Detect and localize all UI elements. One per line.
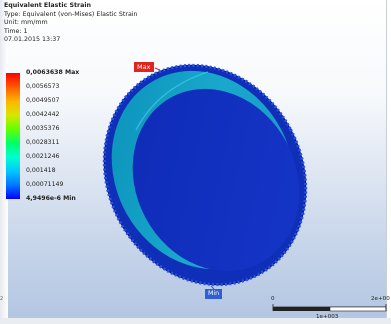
left-panel-edge: [0, 0, 8, 324]
legend-color-7: [6, 171, 20, 185]
legend-label: 0,0035376: [26, 125, 60, 132]
bottom-status-strip: [0, 318, 391, 324]
legend-label: 4,9496e-6 Min: [26, 195, 76, 202]
legend-color-8: [6, 185, 20, 199]
disc-face: [132, 88, 300, 272]
legend-color-2: [6, 101, 20, 115]
scale-end-label: 2e+00: [371, 296, 390, 302]
legend-color-4: [6, 129, 20, 143]
max-probe-leader: [154, 67, 161, 71]
result-type: Type: Equivalent (von-Mises) Elastic Str…: [4, 10, 138, 18]
result-unit: Unit: mm/mm: [4, 19, 48, 27]
legend-label: 0,00071149: [26, 181, 64, 188]
legend-label: 0,0063638 Max: [26, 69, 80, 76]
scale-start-label: 0: [271, 296, 275, 302]
legend-color-6: [6, 157, 20, 171]
max-probe-label[interactable]: Max: [134, 62, 155, 72]
min-probe-label[interactable]: Min: [205, 289, 223, 299]
model-geometry[interactable]: [8, 0, 386, 318]
result-date: 07.01.2015 13:37: [4, 36, 61, 44]
legend-color-3: [6, 115, 20, 129]
min-probe-leader: [210, 285, 215, 290]
legend-label: 0,0056573: [26, 83, 60, 90]
graphics-viewport[interactable]: [8, 0, 387, 318]
result-time: Time: 1: [4, 27, 28, 35]
legend-label: 0,001418: [26, 167, 56, 174]
result-info-block: Equivalent Elastic Strain Type: Equivale…: [4, 2, 138, 45]
scale-ruler: 0 2e+00 1e+003: [270, 296, 390, 322]
result-title: Equivalent Elastic Strain: [4, 2, 92, 9]
band-highlight: [135, 71, 209, 131]
scale-mid-label: 1e+003: [316, 314, 339, 320]
legend-label: 0,0049507: [26, 97, 60, 104]
legend-color-0: [6, 73, 20, 87]
legend-label: 0,0042442: [26, 111, 60, 118]
legend-label: 0,0028311: [26, 139, 60, 146]
left-edge-mark: 2: [0, 296, 4, 302]
scale-ruler-graphic: [272, 304, 387, 312]
legend-color-1: [6, 87, 20, 101]
legend-label: 0,0021246: [26, 153, 60, 160]
legend-color-5: [6, 143, 20, 157]
